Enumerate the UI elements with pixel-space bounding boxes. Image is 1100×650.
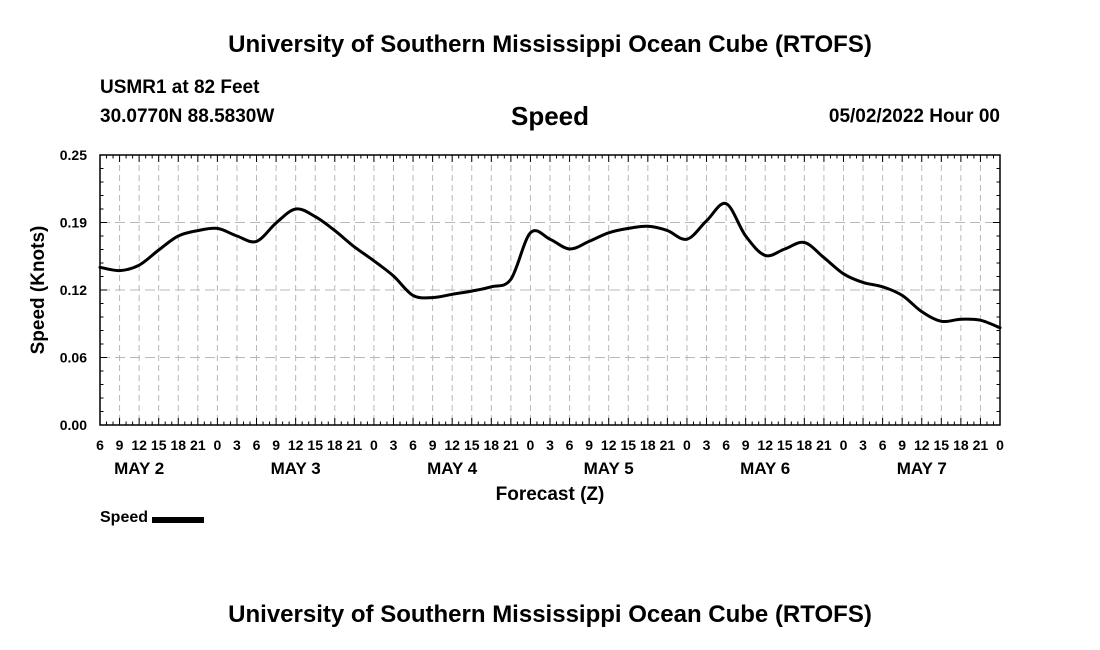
- x-tick-label: 12: [914, 437, 930, 453]
- day-label: MAY 6: [740, 459, 790, 478]
- chart-grid: [100, 155, 1000, 425]
- x-tick-label: 15: [307, 437, 323, 453]
- x-tick-label: 21: [816, 437, 832, 453]
- y-tick-label: 0.25: [60, 147, 87, 163]
- x-tick-label: 21: [347, 437, 363, 453]
- day-label: MAY 7: [897, 459, 947, 478]
- x-tick-label: 18: [484, 437, 500, 453]
- x-tick-label: 3: [390, 437, 398, 453]
- x-tick-label: 21: [973, 437, 989, 453]
- day-label: MAY 4: [427, 459, 478, 478]
- x-tick-label: 3: [703, 437, 711, 453]
- x-tick-label: 0: [840, 437, 848, 453]
- day-label: MAY 5: [584, 459, 634, 478]
- x-tick-label: 9: [585, 437, 593, 453]
- day-label: MAY 2: [114, 459, 164, 478]
- speed-series-line: [98, 201, 1002, 330]
- chart-legend: Speed: [100, 509, 205, 527]
- x-tick-label: 9: [429, 437, 437, 453]
- x-tick-label: 18: [797, 437, 813, 453]
- page-title: University of Southern Mississippi Ocean…: [228, 31, 872, 58]
- x-tick-label: 21: [190, 437, 206, 453]
- y-tick-label: 0.12: [60, 282, 87, 298]
- x-tick-label: 0: [996, 437, 1004, 453]
- x-tick-label: 18: [170, 437, 186, 453]
- chart-labels: 0.000.060.120.190.256 9 12 15 18 21 0 3 6 9 12 15 18…: [28, 147, 1004, 505]
- x-tick-label: 6: [879, 437, 887, 453]
- chart-data: [98, 201, 1002, 330]
- y-tick-label: 0.00: [60, 417, 87, 433]
- x-tick-label: 15: [777, 437, 793, 453]
- x-tick-label: 9: [116, 437, 124, 453]
- x-tick-label: 6: [409, 437, 417, 453]
- x-tick-label: 0: [370, 437, 378, 453]
- x-tick-label: 21: [660, 437, 676, 453]
- x-tick-label: 6: [722, 437, 730, 453]
- forecast-datetime: 05/02/2022 Hour 00: [828, 106, 1000, 127]
- x-tick-label: 0: [683, 437, 691, 453]
- y-axis-title: Speed (Knots): [28, 226, 49, 355]
- x-tick-label: 15: [620, 437, 636, 453]
- x-tick-label: 3: [546, 437, 554, 453]
- x-tick-label: 18: [640, 437, 656, 453]
- x-tick-label: 15: [464, 437, 480, 453]
- x-tick-label: 9: [898, 437, 906, 453]
- legend-label: Speed: [100, 509, 149, 526]
- y-tick-label: 0.19: [60, 215, 87, 231]
- x-axis-title: Forecast (Z): [496, 484, 605, 505]
- x-tick-label: 18: [953, 437, 969, 453]
- x-tick-label: 21: [503, 437, 519, 453]
- x-tick-label: 0: [527, 437, 535, 453]
- x-tick-label: 6: [96, 437, 104, 453]
- x-tick-label: 6: [566, 437, 574, 453]
- x-tick-label: 15: [151, 437, 167, 453]
- footer-title: University of Southern Mississippi Ocean…: [228, 601, 872, 628]
- x-tick-label: 12: [131, 437, 147, 453]
- x-tick-label: 12: [757, 437, 773, 453]
- x-tick-label: 6: [253, 437, 261, 453]
- x-tick-label: 12: [444, 437, 460, 453]
- station-label: USMR1 at 82 Feet: [100, 77, 260, 98]
- x-tick-label: 3: [859, 437, 867, 453]
- y-tick-label: 0.06: [60, 350, 87, 366]
- chart-axes: [99, 154, 1001, 426]
- station-coordinates: 30.0770N 88.5830W: [100, 106, 275, 127]
- x-tick-label: 9: [742, 437, 750, 453]
- chart-title: Speed: [510, 101, 590, 131]
- day-label: MAY 3: [271, 459, 321, 478]
- legend-line-swatch: [152, 517, 205, 523]
- x-tick-label: 15: [934, 437, 950, 453]
- x-tick-label: 12: [601, 437, 617, 453]
- x-tick-label: 18: [327, 437, 343, 453]
- x-tick-label: 3: [233, 437, 241, 453]
- x-tick-label: 0: [213, 437, 221, 453]
- x-tick-label: 9: [272, 437, 280, 453]
- x-tick-label: 12: [288, 437, 304, 453]
